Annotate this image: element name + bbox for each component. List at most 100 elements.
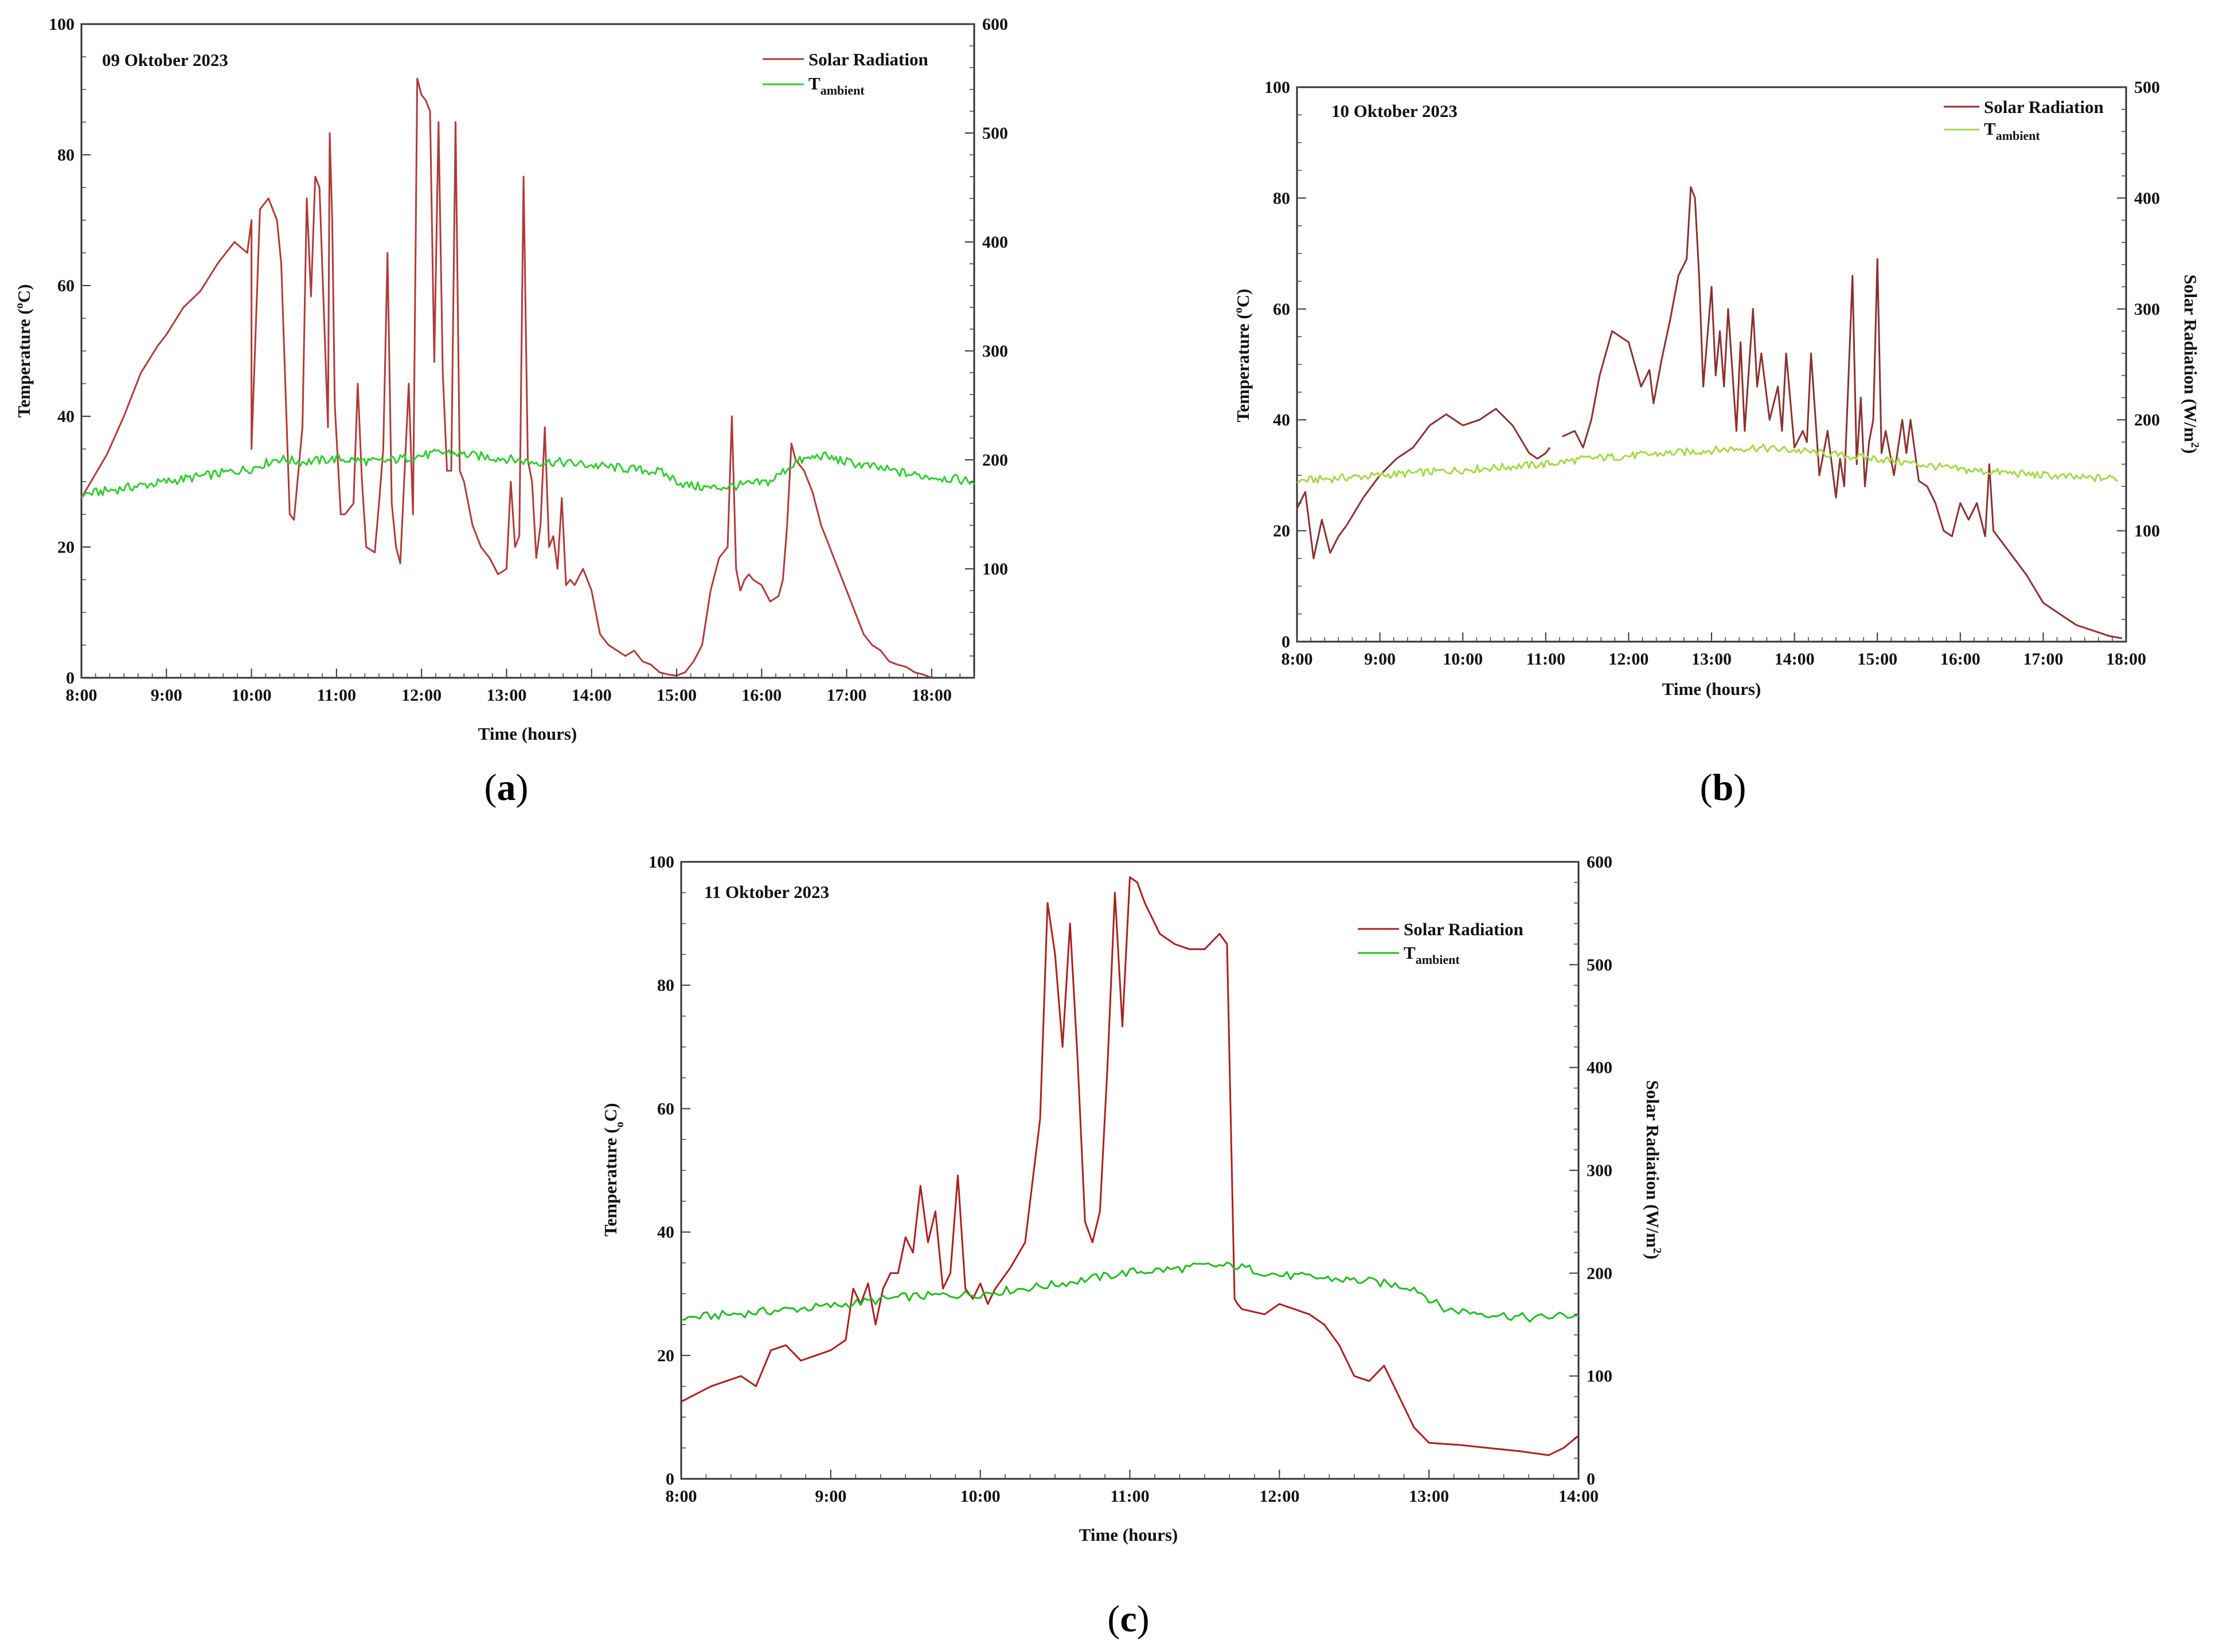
x-tick-label: 15:00 bbox=[657, 686, 697, 705]
y2-tick-label: 600 bbox=[1587, 853, 1612, 872]
y-tick-label: 60 bbox=[57, 276, 75, 295]
y2-tick-label: 100 bbox=[982, 560, 1008, 579]
plot-frame bbox=[80, 23, 975, 679]
y2-tick-label: 100 bbox=[1587, 1367, 1612, 1386]
x-tick-label: 13:00 bbox=[486, 686, 526, 705]
legend-label-tambient: Tambient bbox=[808, 73, 865, 97]
y-axis-title: Temperature (oC) bbox=[1232, 289, 1253, 423]
y-tick-label: 20 bbox=[657, 1346, 674, 1365]
x-tick-label: 14:00 bbox=[572, 686, 612, 705]
x-tick-label: 11:00 bbox=[1526, 650, 1565, 669]
y2-tick-label: 500 bbox=[2134, 78, 2160, 97]
series-lines bbox=[1296, 186, 2123, 639]
y-tick-label: 80 bbox=[1273, 189, 1290, 208]
series-t-ambient bbox=[1296, 443, 2118, 484]
panel-c: 8:00 9:00 10:00 11:00 12:00 13:00 14:000204060… bbox=[600, 853, 1663, 1640]
y-tick-label: 20 bbox=[57, 538, 75, 557]
y2-tick-label: 0 bbox=[1587, 1470, 1595, 1489]
x-tick-label: 12:00 bbox=[401, 686, 442, 705]
x-axis-title: Time (hours) bbox=[1662, 679, 1761, 699]
series-lines bbox=[80, 77, 975, 679]
y-tick-label: 100 bbox=[49, 15, 75, 34]
y2-tick-label: 400 bbox=[982, 233, 1008, 252]
y-tick-label: 40 bbox=[57, 407, 75, 426]
x-tick-label: 17:00 bbox=[827, 686, 867, 705]
y-tick-label: 40 bbox=[1273, 411, 1290, 429]
x-tick-label: 10:00 bbox=[1443, 650, 1483, 669]
series-lines bbox=[681, 876, 1579, 1456]
y-tick-label: 20 bbox=[1273, 522, 1290, 541]
x-tick-label: 15:00 bbox=[1857, 650, 1897, 669]
panel-b: 8:00 9:00 10:00 11:00 12:00 13:00 14:00 15:00 16… bbox=[1232, 78, 2201, 809]
x-tick-label: 8:00 bbox=[1282, 650, 1313, 669]
series-t-ambient bbox=[681, 1262, 1579, 1323]
series-solar-radiation bbox=[80, 77, 932, 679]
axis-ticks: 8:00 9:00 10:00 11:00 12:00 13:00 14:00 15:00 16… bbox=[1264, 78, 2160, 669]
axis-ticks: 8:00 9:00 10:00 11:00 12:00 13:00 14:000204060… bbox=[648, 853, 1612, 1506]
y-tick-label: 100 bbox=[1264, 78, 1290, 97]
y2-tick-label: 200 bbox=[1587, 1264, 1612, 1283]
series-solar-radiation bbox=[681, 876, 1579, 1456]
series-t-ambient bbox=[81, 448, 975, 498]
x-tick-label: 9:00 bbox=[151, 686, 182, 705]
x-tick-label: 8:00 bbox=[66, 686, 97, 705]
y-tick-label: 0 bbox=[1282, 632, 1290, 651]
legend-label-tambient: Tambient bbox=[1404, 943, 1460, 967]
x-tick-label: 17:00 bbox=[2023, 650, 2063, 669]
x-tick-label: 13:00 bbox=[1409, 1487, 1449, 1506]
caption: (a) bbox=[485, 767, 529, 809]
y-tick-label: 0 bbox=[66, 669, 75, 688]
y2-tick-label: 400 bbox=[2134, 189, 2160, 208]
y2-axis-title: Solar Radiation (W/m2) bbox=[1643, 1080, 1663, 1260]
y-tick-label: 60 bbox=[657, 1099, 674, 1118]
y2-tick-label: 400 bbox=[1587, 1059, 1612, 1077]
x-tick-label: 14:00 bbox=[1775, 650, 1815, 669]
panel-a: 8:00 9:00 10:00 11:00 12:00 13:00 14:00 15:00 16… bbox=[13, 15, 1008, 809]
x-tick-label: 16:00 bbox=[1940, 650, 1980, 669]
legend-label-solar: Solar Radiation bbox=[808, 49, 928, 69]
x-tick-label: 11:00 bbox=[317, 686, 356, 705]
x-axis-title: Time (hours) bbox=[478, 724, 577, 744]
y2-tick-label: 300 bbox=[2134, 300, 2160, 319]
y-tick-label: 100 bbox=[648, 853, 674, 872]
y2-tick-label: 300 bbox=[1587, 1161, 1612, 1180]
series-solar-radiation bbox=[1562, 186, 2123, 639]
x-tick-label: 18:00 bbox=[2106, 650, 2146, 669]
x-tick-label: 10:00 bbox=[960, 1487, 1001, 1506]
plot-frame bbox=[1296, 86, 2127, 643]
date-label: 10 Oktober 2023 bbox=[1331, 101, 1458, 121]
y-tick-label: 80 bbox=[57, 146, 75, 165]
caption: (c) bbox=[1107, 1598, 1149, 1640]
y2-tick-label: 500 bbox=[1587, 955, 1612, 974]
y2-tick-label: 100 bbox=[2134, 522, 2160, 541]
x-tick-label: 16:00 bbox=[741, 686, 782, 705]
legend-label-tambient: Tambient bbox=[1984, 119, 2040, 143]
y2-tick-label: 200 bbox=[2134, 411, 2160, 429]
y2-axis-title: Solar Radiation (W/m2) bbox=[2181, 275, 2201, 454]
y-tick-label: 60 bbox=[1273, 300, 1290, 319]
x-tick-label: 8:00 bbox=[666, 1487, 697, 1506]
legend: Solar Radiation Tambient bbox=[1944, 97, 2104, 143]
x-tick-label: 13:00 bbox=[1691, 650, 1732, 669]
caption: (b) bbox=[1700, 767, 1747, 809]
legend: Solar Radiation Tambient bbox=[1358, 919, 1523, 967]
x-axis-title: Time (hours) bbox=[1079, 1525, 1178, 1545]
x-tick-label: 11:00 bbox=[1110, 1487, 1149, 1506]
x-tick-label: 10:00 bbox=[232, 686, 272, 705]
x-tick-label: 9:00 bbox=[815, 1487, 846, 1506]
y-tick-label: 80 bbox=[657, 976, 674, 995]
y-axis-title: Temperature (oC) bbox=[600, 1103, 626, 1237]
y2-tick-label: 600 bbox=[982, 15, 1008, 34]
y2-tick-label: 200 bbox=[982, 451, 1008, 470]
legend: Solar Radiation Tambient bbox=[763, 49, 928, 97]
legend-label-solar: Solar Radiation bbox=[1404, 919, 1523, 939]
x-tick-label: 9:00 bbox=[1364, 650, 1396, 669]
x-tick-label: 12:00 bbox=[1259, 1487, 1299, 1506]
date-label: 11 Oktober 2023 bbox=[704, 882, 829, 902]
y-tick-label: 40 bbox=[657, 1223, 674, 1242]
date-label: 09 Oktober 2023 bbox=[102, 50, 228, 70]
x-tick-label: 18:00 bbox=[912, 686, 952, 705]
series-solar-radiation bbox=[1296, 408, 1551, 560]
y-tick-label: 0 bbox=[666, 1470, 674, 1489]
